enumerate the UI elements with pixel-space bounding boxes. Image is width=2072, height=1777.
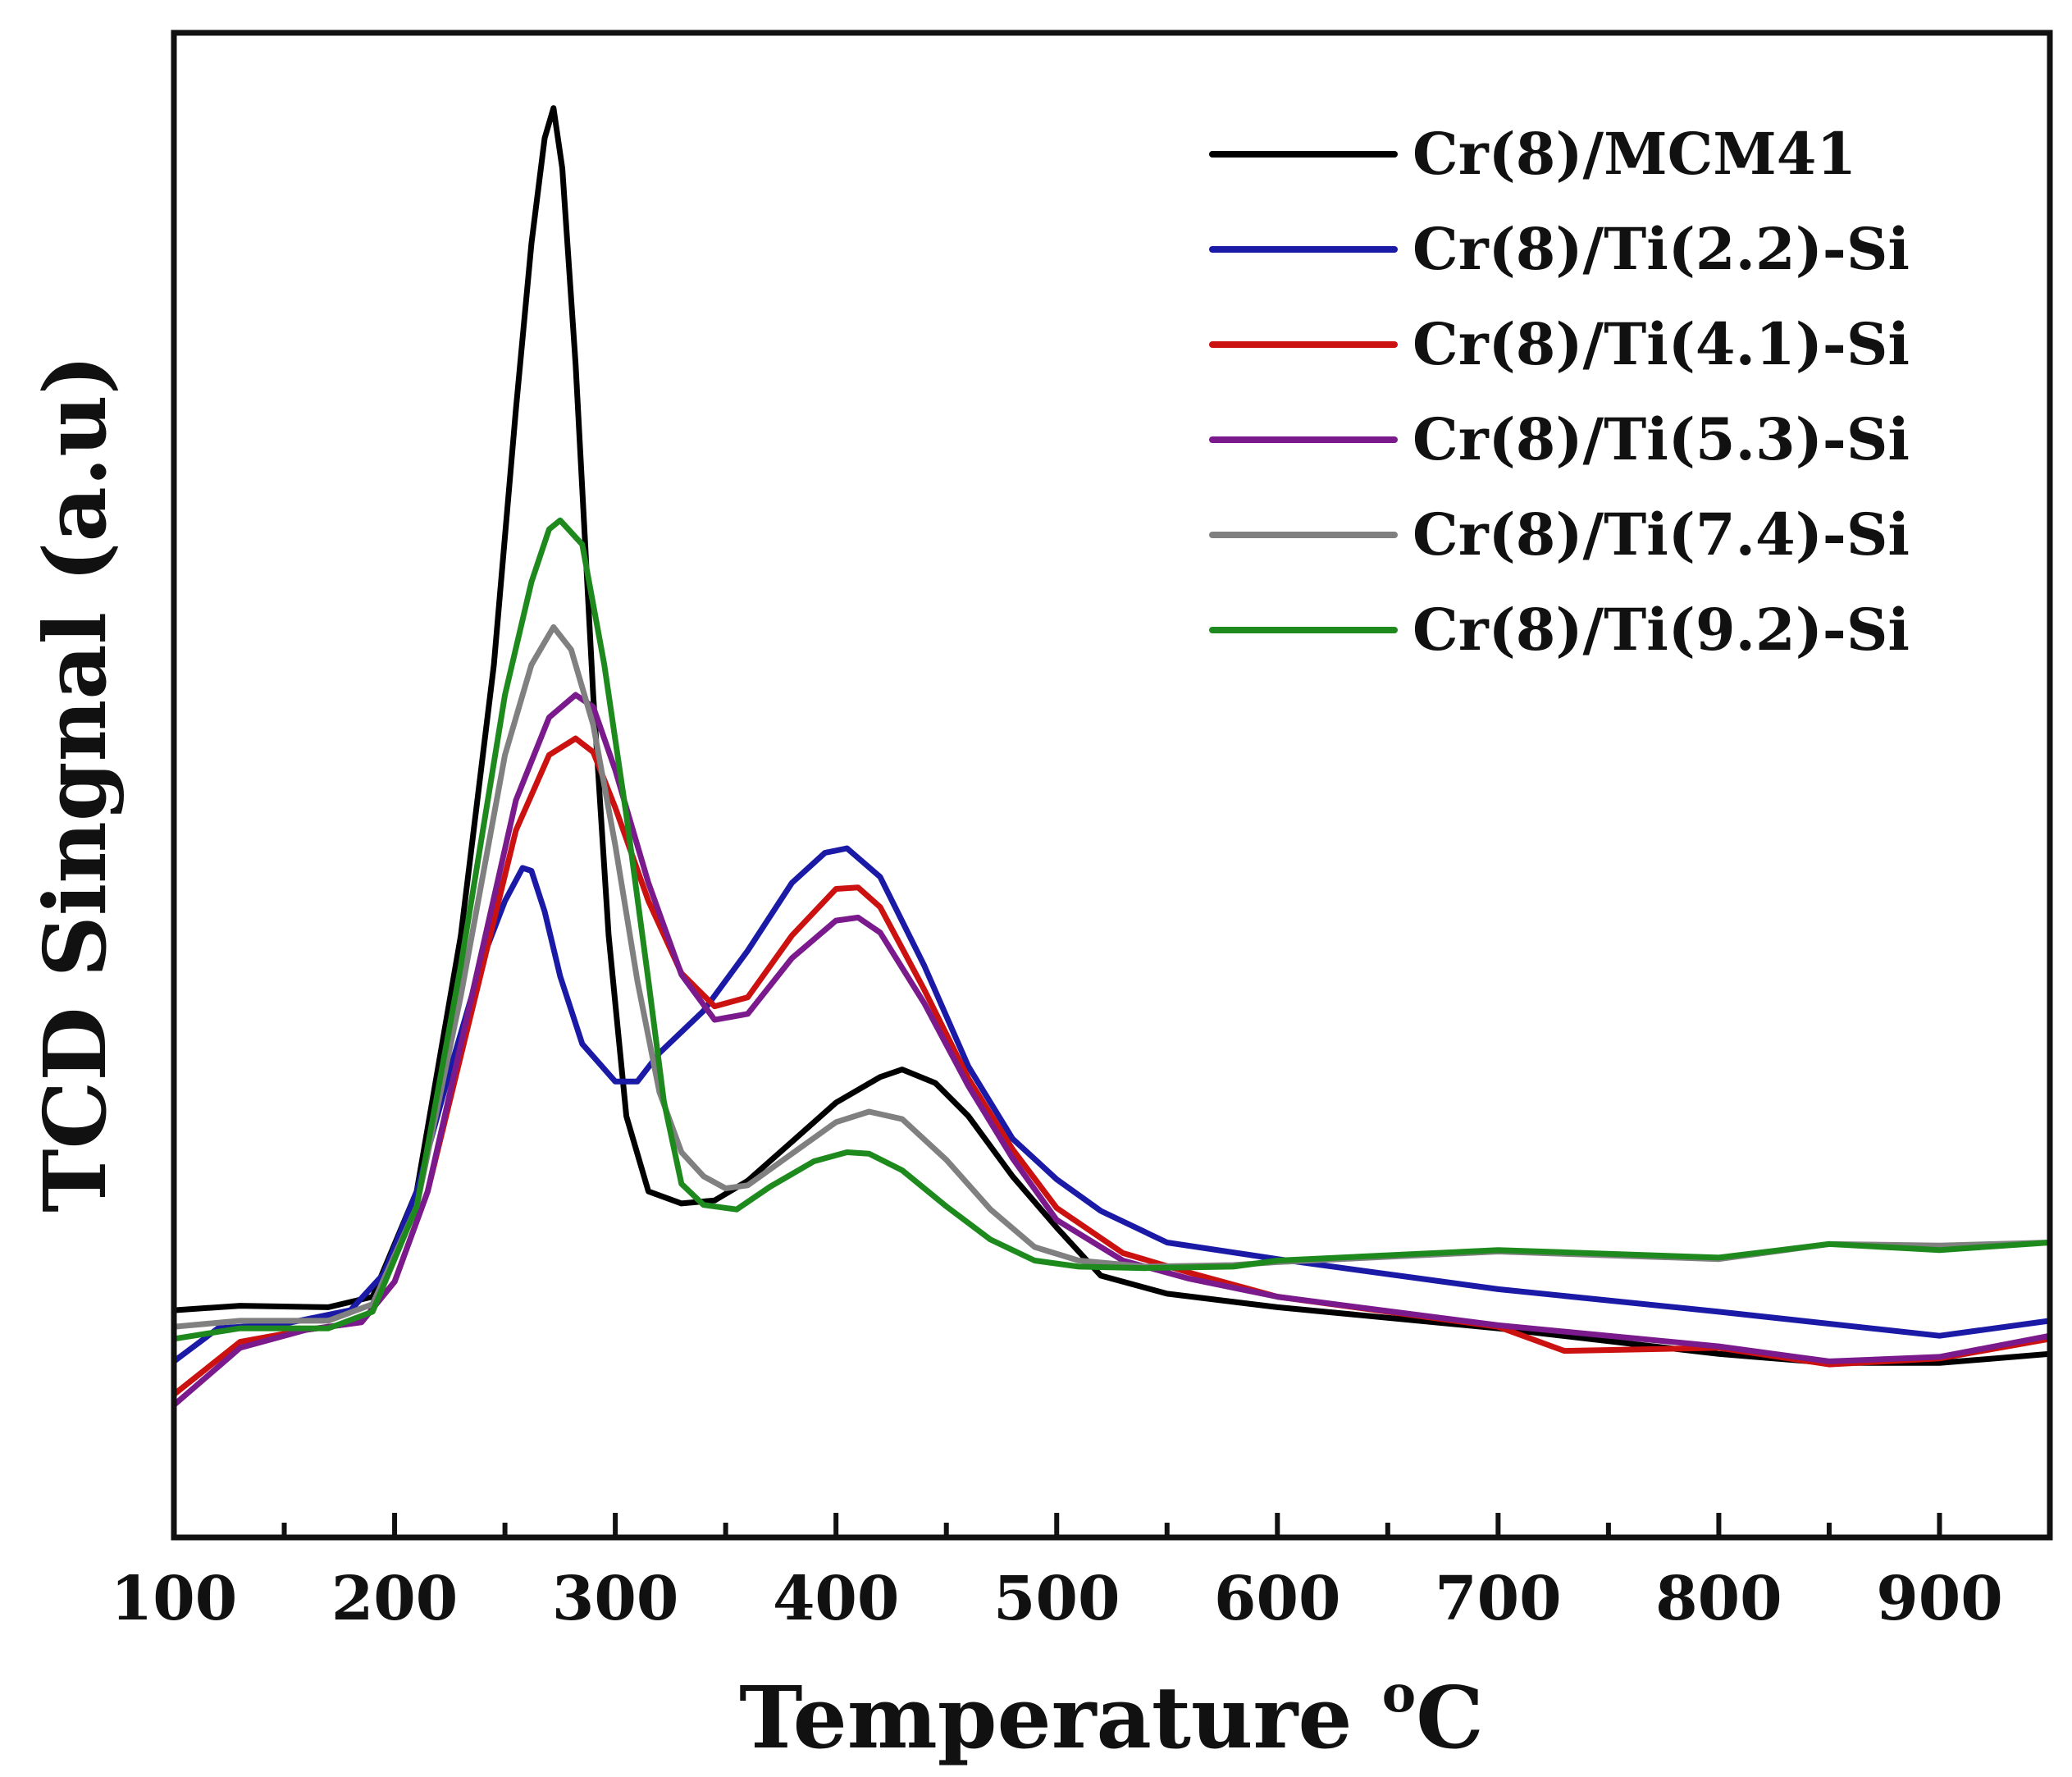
legend-label-3: Cr(8)/Ti(4.1)-Si: [1413, 310, 1910, 378]
y-axis-title: TCD Singnal (a.u): [25, 354, 126, 1213]
series-line-4: [171, 692, 2053, 1409]
x-axis-title-text: Temperature: [739, 1667, 1352, 1768]
x-axis-ticks: [171, 1513, 1942, 1537]
legend-label-1: Cr(8)/MCM41: [1413, 120, 1856, 188]
x-axis-title-space: [1353, 1667, 1382, 1768]
x-tick-label: 100: [111, 1564, 237, 1634]
series-line-6: [171, 517, 2053, 1342]
x-tick-label: 700: [1435, 1564, 1561, 1634]
legend-label-6: Cr(8)/Ti(9.2)-Si: [1413, 596, 1910, 664]
plot-frame: [171, 30, 2053, 1541]
x-tick-label: 300: [552, 1564, 678, 1634]
x-tick-label: 900: [1876, 1564, 2002, 1634]
x-tick-label: 500: [993, 1564, 1120, 1634]
x-axis-unit: C: [1416, 1667, 1484, 1768]
legend-label-4: Cr(8)/Ti(5.3)-Si: [1413, 405, 1910, 473]
legend-label-2: Cr(8)/Ti(2.2)-Si: [1413, 215, 1910, 283]
x-tick-label: 600: [1214, 1564, 1340, 1634]
legend: Cr(8)/MCM41 Cr(8)/Ti(2.2)-Si Cr(8)/Ti(4.1)…: [1209, 120, 1910, 664]
x-tick-label: 400: [773, 1564, 899, 1634]
x-axis-unit-superscript: o: [1382, 1664, 1416, 1724]
x-tick-label: 800: [1655, 1564, 1782, 1634]
x-axis-tick-labels: 100 200 300 400 500 600 700 800 900: [111, 1564, 2003, 1634]
x-tick-label: 200: [331, 1564, 458, 1634]
legend-label-5: Cr(8)/Ti(7.4)-Si: [1413, 500, 1910, 569]
series-layer: [171, 105, 2053, 1409]
x-axis-title: Temperature oC: [739, 1664, 1484, 1768]
